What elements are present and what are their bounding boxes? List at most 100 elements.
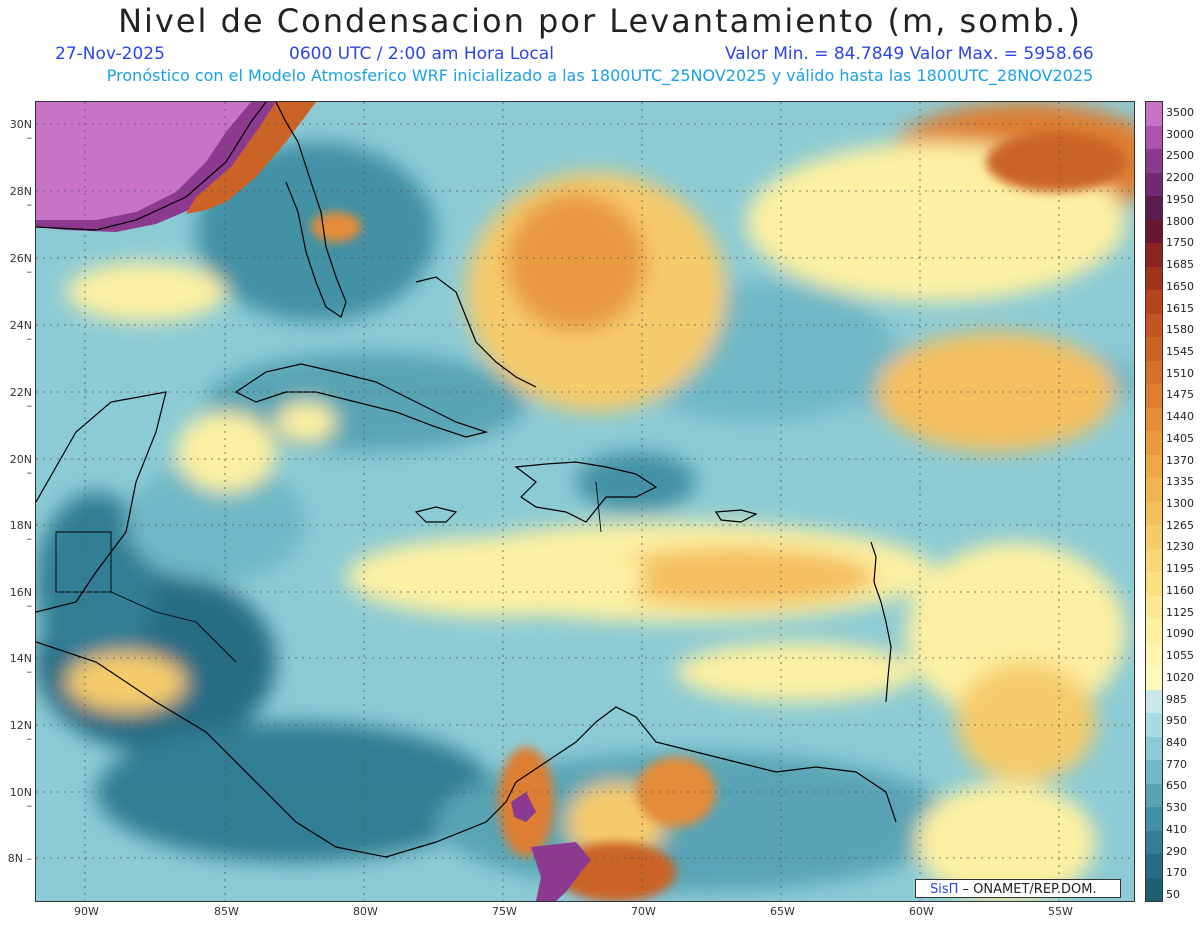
colorbar-label: 410 — [1166, 822, 1187, 836]
colorbar-label: 1800 — [1166, 214, 1194, 228]
colorbar-label: 840 — [1166, 735, 1187, 749]
lon-label-70W: 70W — [631, 905, 656, 918]
valid-time: 0600 UTC / 2:00 am Hora Local — [289, 44, 554, 64]
colorbar-label: 1950 — [1166, 192, 1194, 206]
colorbar-swatch — [1146, 642, 1162, 666]
credit-text: – ONAMET/REP.DOM. — [958, 882, 1097, 897]
colorbar-label: 530 — [1166, 801, 1187, 815]
honduras-border — [110, 591, 237, 663]
colorbar-label: 1265 — [1166, 518, 1194, 532]
colorbar-swatch — [1146, 783, 1162, 807]
colorbar-label: 770 — [1166, 757, 1187, 771]
colorbar-label: 170 — [1166, 866, 1187, 880]
credit-logo: SisΠ — [930, 882, 959, 897]
colorbar-swatch — [1146, 736, 1162, 760]
colorbar-label: 1750 — [1166, 236, 1194, 250]
gulf-high-edge — [36, 102, 276, 232]
colorbar-swatch — [1146, 548, 1162, 572]
yucatan-coast — [36, 391, 167, 613]
lon-label-85W: 85W — [214, 905, 239, 918]
colorbar-swatch — [1146, 666, 1162, 690]
colorbar-label: 50 — [1166, 888, 1180, 901]
credit-box: SisΠ – ONAMET/REP.DOM. — [915, 879, 1121, 898]
colorbar-swatch — [1146, 854, 1162, 878]
colorbar-swatch — [1146, 266, 1162, 290]
lat-label-10N: 10N – — [9, 786, 32, 812]
borders — [55, 481, 602, 663]
bahamas — [415, 276, 537, 388]
florida-coast — [275, 102, 347, 318]
lat-label-20N: 20N – — [9, 453, 32, 479]
colorbar-swatch — [1146, 713, 1162, 737]
colorbar-label: 1230 — [1166, 540, 1194, 554]
colorbar-swatch — [1146, 478, 1162, 502]
colorbar-swatch — [1146, 525, 1162, 549]
colorbar-label: 1580 — [1166, 323, 1194, 337]
lesser-antilles — [870, 541, 892, 703]
colorbar-label: 1545 — [1166, 344, 1194, 358]
colorbar-swatch — [1146, 407, 1162, 431]
colorbar-label: 2500 — [1166, 149, 1194, 163]
colorbar-label: 1440 — [1166, 410, 1194, 424]
map-title: Nivel de Condensacion por Levantamiento … — [118, 2, 1082, 40]
colorbar-label: 3500 — [1166, 106, 1194, 119]
colorbar — [1145, 101, 1163, 902]
lon-label-90W: 90W — [74, 905, 99, 918]
lat-label-8N: 8N – — [7, 852, 32, 865]
andes-high-lcl — [511, 792, 536, 822]
colorbar-label: 1195 — [1166, 562, 1194, 576]
gulf-coast — [36, 102, 267, 231]
colorbar-label: 1615 — [1166, 301, 1194, 315]
lat-label-24N: 24N – — [9, 319, 32, 345]
cuba-coast — [234, 363, 489, 438]
colorbar-swatch — [1146, 431, 1162, 455]
colorbar-label: 1055 — [1166, 649, 1194, 663]
lon-label-55W: 55W — [1048, 905, 1073, 918]
colorbar-swatch — [1146, 877, 1162, 901]
model-info: Pronóstico con el Modelo Atmosferico WRF… — [106, 66, 1094, 85]
colorbar-swatch — [1146, 807, 1162, 831]
colorbar-label: 1475 — [1166, 388, 1194, 402]
colorbar-swatch — [1146, 290, 1162, 314]
jamaica-coast — [414, 506, 458, 523]
colorbar-swatch — [1146, 243, 1162, 267]
colorbar-label: 1650 — [1166, 279, 1194, 293]
colorbar-label: 1510 — [1166, 366, 1194, 380]
colorbar-swatch — [1146, 196, 1162, 220]
colorbar-label: 1125 — [1166, 605, 1194, 619]
colorbar-swatch — [1146, 830, 1162, 854]
colombia-high-lcl — [531, 842, 591, 901]
coastlines — [36, 102, 897, 858]
colorbar-swatch — [1146, 454, 1162, 478]
lat-label-14N: 14N – — [9, 652, 32, 678]
colorbar-swatch — [1146, 384, 1162, 408]
colorbar-swatch — [1146, 172, 1162, 196]
colorbar-label: 1300 — [1166, 497, 1194, 510]
colorbar-swatch — [1146, 572, 1162, 596]
min-max-values: Valor Min. = 84.7849 Valor Max. = 5958.6… — [725, 44, 1094, 64]
puerto-rico-coast — [714, 509, 758, 523]
colorbar-label: 1685 — [1166, 258, 1194, 272]
colorbar-label: 650 — [1166, 779, 1187, 793]
central-south-america-coast — [36, 641, 897, 858]
colorbar-label: 1405 — [1166, 431, 1194, 445]
lon-label-75W: 75W — [492, 905, 517, 918]
colorbar-label: 950 — [1166, 714, 1187, 728]
lat-label-22N: 22N – — [9, 386, 32, 412]
gulf-high-lcl — [36, 102, 251, 227]
colorbar-label: 290 — [1166, 844, 1187, 858]
lat-label-26N: 26N – — [9, 252, 32, 278]
lat-label-18N: 18N – — [9, 519, 32, 545]
lon-label-65W: 65W — [770, 905, 795, 918]
colorbar-swatch — [1146, 102, 1162, 126]
colorbar-swatch — [1146, 619, 1162, 643]
lon-label-80W: 80W — [353, 905, 378, 918]
colorbar-label: 1160 — [1166, 583, 1194, 597]
colorbar-label: 1020 — [1166, 670, 1194, 684]
lat-label-16N: 16N – — [9, 586, 32, 612]
valid-date: 27-Nov-2025 — [55, 44, 165, 64]
lat-label-30N: 30N – — [9, 118, 32, 144]
colorbar-swatch — [1146, 760, 1162, 784]
hispaniola-coast — [514, 461, 658, 523]
colorbar-swatch — [1146, 219, 1162, 243]
